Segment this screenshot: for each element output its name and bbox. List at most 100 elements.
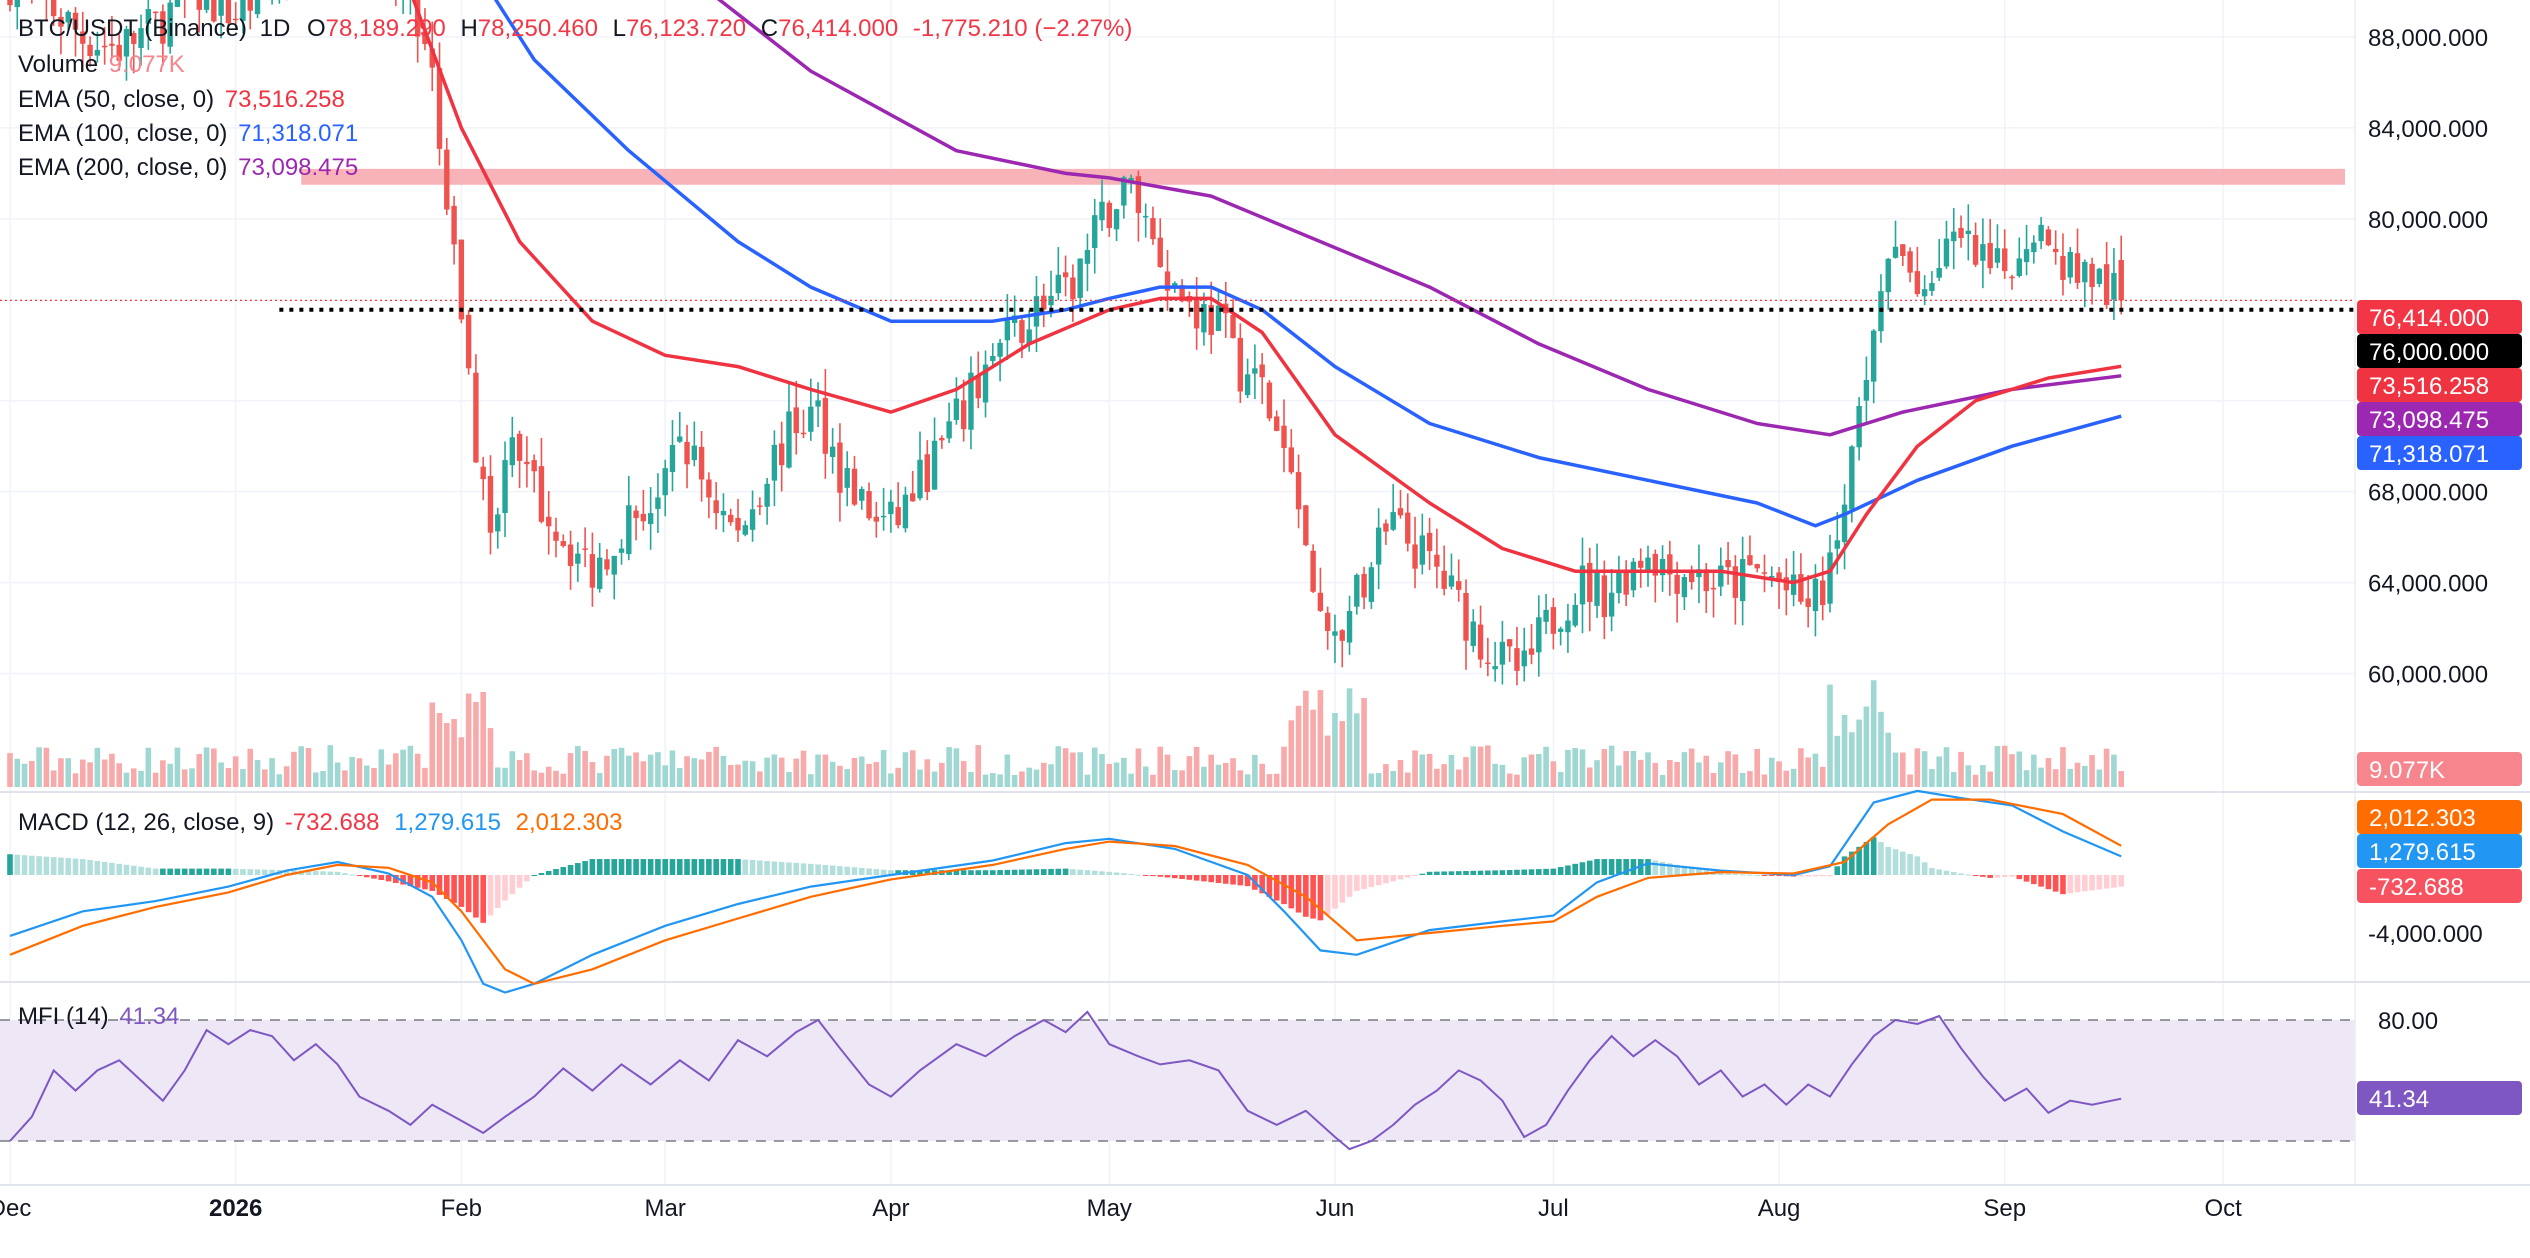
last-price-badge[interactable]: 76,414.000: [2357, 300, 2522, 334]
volume-bar: [801, 751, 807, 787]
macd-signal-badge[interactable]: 2,012.303: [2357, 800, 2522, 834]
macd-histogram-bar: [1354, 875, 1360, 891]
candle-body: [1842, 505, 1847, 542]
ema100-badge[interactable]: 71,318.071: [2357, 436, 2522, 470]
candle: [1310, 544, 1315, 593]
candle: [925, 440, 930, 500]
volume-bar: [1136, 748, 1142, 787]
macd-legend[interactable]: MACD (12, 26, close, 9) -732.688 1,279.6…: [18, 808, 622, 838]
candle-body: [1573, 605, 1578, 626]
candle: [641, 490, 646, 531]
candle-body: [1638, 561, 1643, 568]
price-tick-label: 64,000.000: [2368, 571, 2488, 598]
volume-bar: [1034, 770, 1040, 787]
candle: [1077, 258, 1082, 306]
macd-histogram-bar: [815, 864, 821, 875]
volume-bar: [633, 752, 639, 787]
macd-histogram-bar: [65, 858, 71, 875]
ema50-badge[interactable]: 73,516.258: [2357, 368, 2522, 402]
candle: [692, 422, 697, 467]
ema50-line: [352, 0, 2121, 583]
candle: [1784, 558, 1789, 615]
volume-bar: [291, 752, 297, 787]
macd-histogram-bar: [1427, 872, 1433, 875]
macd-hist-badge[interactable]: -732.688: [2357, 869, 2522, 903]
candle: [1252, 344, 1257, 399]
ema100-legend[interactable]: EMA (100, close, 0) 71,318.071: [18, 119, 358, 149]
candle: [1609, 569, 1614, 631]
ema50-legend[interactable]: EMA (50, close, 0) 73,516.258: [18, 85, 345, 115]
volume-bar: [1594, 760, 1600, 787]
ema200-badge[interactable]: 73,098.475: [2357, 402, 2522, 436]
volume-bar: [357, 758, 363, 787]
candle: [1500, 621, 1505, 685]
candle: [451, 196, 456, 265]
candle: [1492, 642, 1497, 682]
candle: [1150, 207, 1155, 245]
candle-body: [197, 0, 202, 10]
candle-body: [561, 541, 566, 546]
macd-histogram-bar: [502, 875, 508, 901]
volume-bar: [1165, 755, 1171, 787]
candle-body: [837, 443, 842, 493]
volume-bar: [277, 774, 283, 787]
macd-histogram-bar: [1973, 875, 1979, 876]
ema200-legend[interactable]: EMA (200, close, 0) 73,098.475: [18, 153, 358, 183]
candle-body: [1915, 271, 1920, 294]
macd-histogram-bar: [713, 859, 719, 875]
candle-body: [1056, 275, 1061, 293]
macd-histogram-bar: [342, 873, 348, 875]
candle-body: [1937, 268, 1942, 278]
macd-histogram-bar: [2104, 875, 2110, 889]
volume-badge[interactable]: 9.077K: [2357, 752, 2522, 786]
candle: [1667, 541, 1672, 596]
volume-bar: [2067, 769, 2073, 787]
ema50-value: 73,516.258: [225, 86, 345, 113]
macd-histogram-bar: [124, 865, 130, 875]
support-level-badge[interactable]: 76,000.000: [2357, 334, 2522, 368]
macd-histogram-bar: [1208, 875, 1214, 882]
volume-bar: [1296, 706, 1302, 787]
mfi-badge[interactable]: 41.34: [2357, 1081, 2522, 1115]
candle-body: [1172, 283, 1177, 286]
volume-bar: [1092, 748, 1098, 787]
volume-bar: [1128, 774, 1134, 787]
macd-histogram-bar: [160, 869, 166, 875]
candle: [466, 310, 471, 375]
volume-legend[interactable]: Volume 9.077K: [18, 50, 185, 80]
volume-bar: [313, 772, 319, 787]
interval-label[interactable]: 1D: [260, 15, 291, 42]
macd-histogram-bar: [575, 863, 581, 875]
candle-body: [1259, 364, 1264, 377]
macd-histogram-bar: [648, 859, 654, 875]
macd-histogram-bar: [2075, 875, 2081, 892]
candle-body: [990, 356, 995, 361]
mfi-legend[interactable]: MFI (14) 41.34: [18, 1002, 179, 1032]
volume-bar: [2104, 749, 2110, 787]
candle: [1886, 258, 1891, 310]
macd-histogram-bar: [1864, 842, 1870, 875]
macd-histogram-bar: [1951, 872, 1957, 875]
candle-body: [1536, 617, 1541, 652]
candle: [597, 543, 602, 593]
macd-histogram-bar: [582, 861, 588, 875]
candle-body: [925, 454, 930, 492]
candle: [1558, 627, 1563, 646]
volume-bar: [131, 768, 137, 787]
candle-body: [495, 514, 500, 531]
candle: [728, 509, 733, 526]
volume-bar: [1405, 772, 1411, 787]
candle: [888, 490, 893, 533]
candle: [502, 441, 507, 537]
symbol-label[interactable]: BTC/USDT (Binance): [18, 15, 247, 42]
price-tick-label: 88,000.000: [2368, 25, 2488, 52]
candle: [1420, 514, 1425, 575]
macd-line-badge[interactable]: 1,279.615: [2357, 834, 2522, 868]
candle-body: [1427, 533, 1432, 551]
volume-bar: [175, 748, 181, 787]
volume-bar: [1987, 772, 1993, 787]
candle: [2046, 226, 2051, 246]
candle-body: [2119, 260, 2124, 300]
